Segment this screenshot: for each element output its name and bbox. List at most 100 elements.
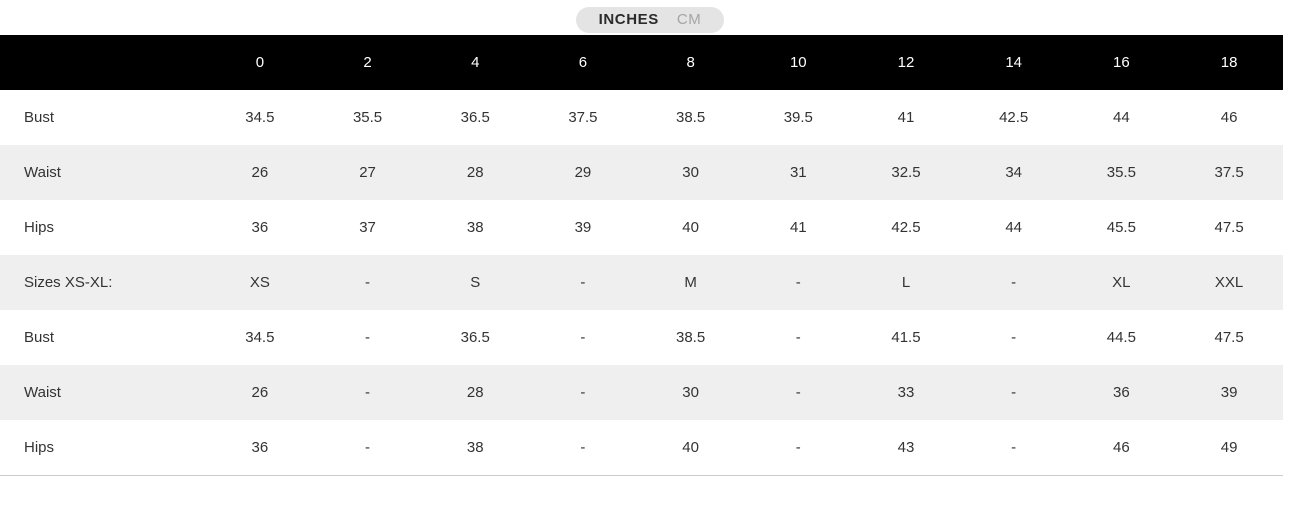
table-cell: 38.5: [676, 329, 706, 346]
table-cell: 34.5: [245, 109, 275, 126]
table-cell: -: [1011, 274, 1017, 291]
row-label: Hips: [0, 420, 207, 476]
table-cell: 38: [466, 219, 484, 236]
table-cell: -: [365, 274, 371, 291]
table-cell: -: [580, 329, 586, 346]
table-cell: 32.5: [891, 164, 921, 181]
table-row: Bust 34.5 - 36.5 - 38.5 - 41.5 - 44.5 47…: [0, 310, 1283, 365]
unit-option-inches[interactable]: INCHES: [598, 11, 659, 28]
table-row: Hips 36 - 38 - 40 - 43 - 46 49: [0, 420, 1283, 476]
table-body: Bust 34.5 35.5 36.5 37.5 38.5 39.5 41 42…: [0, 90, 1283, 476]
table-cell: M: [684, 274, 697, 291]
table-cell: -: [529, 420, 637, 476]
table-cell: 45.5: [1106, 219, 1136, 236]
table-cell: -: [795, 384, 801, 401]
table-cell: 49: [1175, 420, 1283, 476]
table-cell: 27: [359, 164, 376, 181]
table-cell: 26: [251, 164, 269, 181]
table-row: Waist 26 - 28 - 30 - 33 - 36 39: [0, 365, 1283, 420]
table-cell: -: [580, 274, 586, 291]
header-cell-label: [0, 35, 206, 90]
table-cell: 38.5: [676, 109, 706, 126]
header-cell-size-2: 2: [363, 54, 372, 71]
row-label: Waist: [24, 164, 61, 181]
table-cell: 40: [636, 420, 745, 476]
table-cell: 46: [1220, 109, 1238, 126]
table-cell: XXL: [1214, 274, 1244, 291]
table-cell: 31: [789, 164, 807, 181]
table-cell: 33: [897, 384, 915, 401]
table-row: Hips 36 37 38 39 40 41 42.5 44 45.5 47.5: [0, 200, 1283, 255]
table-cell: 44.5: [1106, 329, 1136, 346]
table-cell: 42.5: [891, 219, 921, 236]
table-cell: 44: [1113, 109, 1130, 126]
table-cell: 28: [466, 164, 484, 181]
header-cell-size-10: 10: [789, 54, 807, 71]
table-cell: 37.5: [1214, 164, 1244, 181]
table-cell: 29: [574, 164, 592, 181]
unit-toggle-bar: INCHES CM: [0, 0, 1300, 35]
table-cell: 42.5: [999, 109, 1029, 126]
table-cell: L: [901, 274, 911, 291]
row-label: Bust: [24, 329, 55, 346]
table-cell: -: [1011, 329, 1017, 346]
table-cell: 38: [421, 420, 530, 476]
table-cell: 41: [789, 219, 807, 236]
table-cell: XS: [249, 274, 270, 291]
table-cell: 35.5: [352, 109, 383, 126]
table-cell: -: [580, 384, 586, 401]
table-cell: 47.5: [1214, 219, 1244, 236]
table-cell: 34: [1005, 164, 1023, 181]
table-cell: -: [365, 329, 371, 346]
table-cell: 26: [251, 384, 269, 401]
table-cell: 43: [852, 420, 960, 476]
table-row: Waist 26 27 28 29 30 31 32.5 34 35.5 37.…: [0, 145, 1283, 200]
table-cell: 36: [1113, 384, 1130, 401]
table-row: Bust 34.5 35.5 36.5 37.5 38.5 39.5 41 42…: [0, 90, 1283, 145]
table-cell: 47.5: [1214, 329, 1244, 346]
table-cell: -: [795, 274, 801, 291]
table-cell: -: [959, 420, 1068, 476]
unit-option-cm[interactable]: CM: [676, 11, 702, 28]
table-cell: 37: [359, 219, 376, 236]
table-cell: S: [470, 274, 481, 291]
table-cell: 34.5: [245, 329, 275, 346]
header-cell-size-12: 12: [897, 54, 915, 71]
header-cell-size-0: 0: [255, 54, 265, 71]
table-cell: -: [795, 329, 801, 346]
table-cell: 41.5: [891, 329, 921, 346]
table-cell: 39.5: [783, 109, 813, 126]
table-cell: 36: [251, 219, 269, 236]
header-cell-size-4: 4: [471, 54, 480, 71]
table-cell: 44: [1005, 219, 1023, 236]
row-label: Bust: [24, 109, 55, 126]
table-cell: -: [1011, 384, 1017, 401]
unit-toggle[interactable]: INCHES CM: [575, 7, 725, 33]
table-header-row: 0 2 4 6 8 10 12 14 16 18: [0, 35, 1283, 90]
table-cell: 36.5: [460, 329, 490, 346]
table-cell: 36: [206, 420, 314, 476]
table-cell: -: [365, 384, 371, 401]
header-cell-size-6: 6: [578, 54, 588, 71]
row-label: Hips: [24, 219, 55, 236]
table-cell: 46: [1067, 420, 1176, 476]
table-cell: 28: [466, 384, 484, 401]
table-cell: XL: [1112, 274, 1131, 291]
table-row: Sizes XS-XL: XS - S - M - L - XL XXL: [0, 255, 1283, 310]
size-chart-container: 0 2 4 6 8 10 12 14 16 18 Bust 34.5 35.5 …: [0, 35, 1283, 476]
header-cell-size-8: 8: [686, 54, 695, 71]
table-cell: 37.5: [568, 109, 598, 126]
table-cell: 39: [1220, 384, 1238, 401]
table-cell: 36.5: [460, 109, 490, 126]
header-cell-size-18: 18: [1220, 54, 1238, 71]
row-label: Waist: [24, 384, 61, 401]
row-label: Sizes XS-XL:: [24, 274, 113, 291]
table-cell: 30: [682, 384, 699, 401]
table-cell: -: [313, 420, 422, 476]
header-cell-size-14: 14: [1005, 54, 1023, 71]
table-cell: -: [744, 420, 853, 476]
table-cell: 40: [682, 219, 699, 236]
table-cell: 39: [574, 219, 592, 236]
table-cell: 35.5: [1106, 164, 1136, 181]
table-header: 0 2 4 6 8 10 12 14 16 18: [0, 35, 1283, 90]
